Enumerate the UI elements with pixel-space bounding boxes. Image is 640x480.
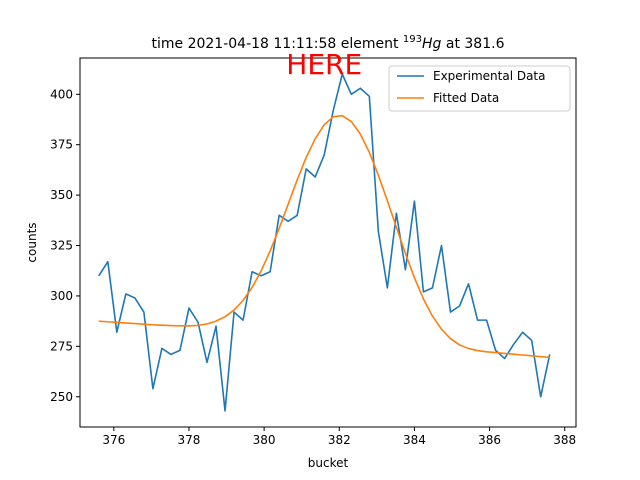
y-tick-label: 300 — [50, 289, 73, 303]
y-tick-label: 375 — [50, 138, 73, 152]
y-tick-label: 350 — [50, 188, 73, 202]
x-axis-label: bucket — [308, 456, 349, 470]
title-suffix: at 381.6 — [441, 36, 504, 52]
y-axis-label: counts — [25, 222, 39, 262]
y-tick-label: 250 — [50, 390, 73, 404]
title-element: Hg — [422, 36, 442, 52]
chart-title: time 2021-04-18 11:11:58 element 193Hg a… — [152, 34, 505, 52]
title-prefix: time 2021-04-18 11:11:58 element — [152, 36, 403, 52]
x-tick-label: 376 — [102, 433, 125, 447]
y-tick-label: 325 — [50, 239, 73, 253]
y-tick-label: 275 — [50, 339, 73, 353]
x-tick-label: 378 — [178, 433, 201, 447]
x-tick-label: 386 — [478, 433, 501, 447]
annotation-here: HERE — [286, 48, 362, 81]
series-line-fitted — [98, 114, 550, 359]
legend-label: Experimental Data — [433, 69, 546, 83]
x-tick-label: 382 — [328, 433, 351, 447]
series-line-experimental — [98, 73, 551, 412]
x-tick-label: 384 — [403, 433, 426, 447]
legend-label: Fitted Data — [433, 91, 499, 105]
y-tick-label: 400 — [50, 87, 73, 101]
title-superscript: 193 — [403, 34, 422, 45]
plot-frame — [79, 57, 577, 428]
x-tick-label: 380 — [253, 433, 276, 447]
x-tick-label: 388 — [553, 433, 576, 447]
legend-box — [388, 65, 571, 112]
